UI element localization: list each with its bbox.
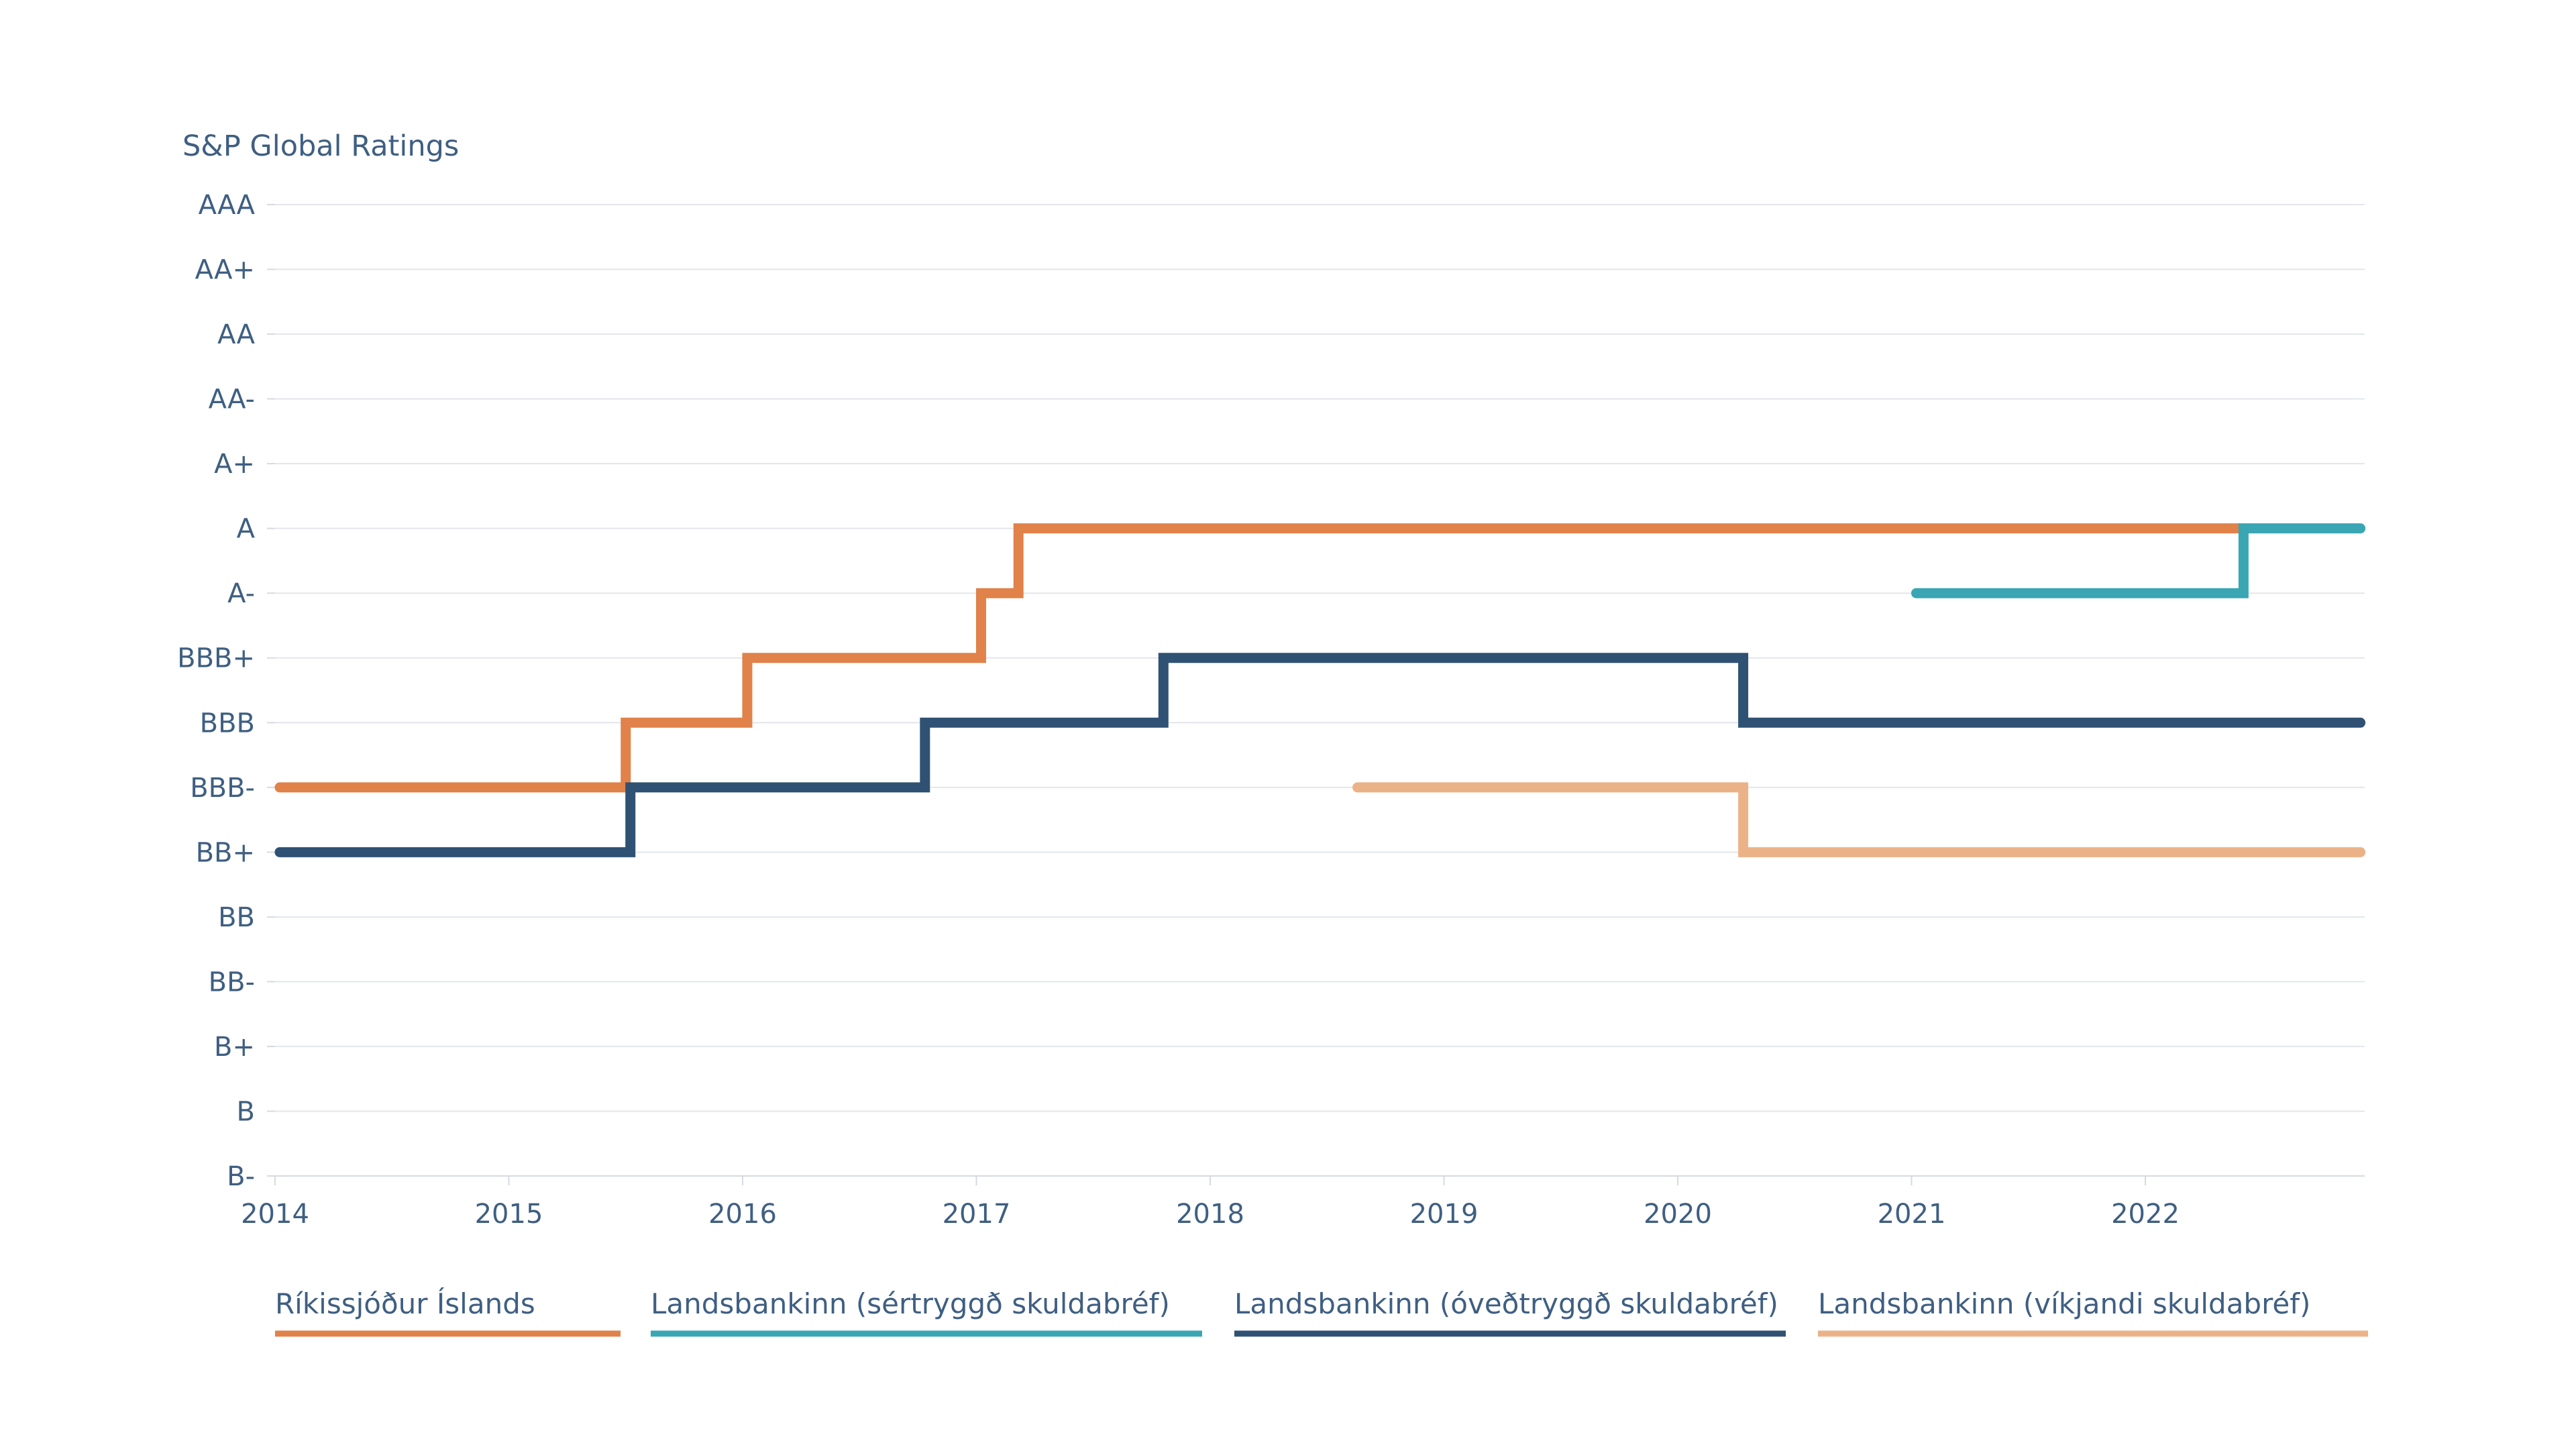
x-tick-label: 2015 bbox=[475, 1199, 543, 1230]
y-tick-label: BBB- bbox=[190, 773, 255, 804]
x-tick-label: 2018 bbox=[1176, 1199, 1244, 1230]
chart-title: S&P Global Ratings bbox=[182, 129, 459, 163]
legend-label: Landsbankinn (óveðtryggð skuldabréf) bbox=[1234, 1287, 1778, 1320]
legend-item: Landsbankinn (víkjandi skuldabréf) bbox=[1818, 1287, 2368, 1337]
y-tick-label: BBB+ bbox=[177, 643, 255, 674]
y-tick-label: AA- bbox=[209, 384, 255, 415]
x-tick-label: 2022 bbox=[2111, 1199, 2180, 1230]
x-tick-label: 2014 bbox=[241, 1199, 309, 1230]
x-axis: 2014 2015 2016 2017 2018 2019 2020 2021 2022 bbox=[241, 1176, 2180, 1230]
y-tick-label: B+ bbox=[214, 1032, 255, 1063]
y-tick-label: A- bbox=[227, 578, 255, 609]
legend-item: Ríkissjóður Íslands bbox=[275, 1287, 621, 1337]
series-line-3 bbox=[274, 653, 2366, 857]
y-tick-label: B bbox=[237, 1096, 255, 1127]
legend-label: Landsbankinn (víkjandi skuldabréf) bbox=[1818, 1287, 2310, 1320]
legend: Ríkissjóður Íslands Landsbankinn (sértryg… bbox=[275, 1287, 2368, 1337]
y-tick-label: AA bbox=[217, 319, 255, 350]
y-tick-label: BB- bbox=[209, 967, 255, 998]
y-tick-label: BBB bbox=[200, 708, 255, 739]
legend-item: Landsbankinn (óveðtryggð skuldabréf) bbox=[1234, 1287, 1786, 1337]
x-tick-label: 2021 bbox=[1878, 1199, 1946, 1230]
series-lines bbox=[274, 523, 2366, 857]
x-tick-label: 2016 bbox=[708, 1199, 777, 1230]
y-tick-label: AAA bbox=[199, 190, 256, 221]
legend-label: Landsbankinn (sértryggð skuldabréf) bbox=[651, 1287, 1170, 1320]
series-line-4 bbox=[1352, 782, 2366, 857]
grid-lines bbox=[267, 204, 2365, 1177]
y-tick-label: BB bbox=[218, 902, 255, 933]
legend-label: Ríkissjóður Íslands bbox=[275, 1287, 535, 1320]
y-tick-label: A bbox=[237, 514, 256, 545]
x-tick-label: 2020 bbox=[1644, 1199, 1712, 1230]
y-tick-label: BB+ bbox=[196, 837, 255, 868]
x-tick-label: 2017 bbox=[943, 1199, 1011, 1230]
y-tick-label: B- bbox=[227, 1161, 255, 1192]
y-tick-label: AA+ bbox=[195, 255, 255, 286]
x-tick-label: 2019 bbox=[1410, 1199, 1479, 1230]
series-line-2 bbox=[1911, 523, 2366, 598]
y-tick-label: A+ bbox=[214, 449, 255, 480]
legend-item: Landsbankinn (sértryggð skuldabréf) bbox=[651, 1287, 1202, 1337]
series-line-1 bbox=[274, 523, 2244, 793]
